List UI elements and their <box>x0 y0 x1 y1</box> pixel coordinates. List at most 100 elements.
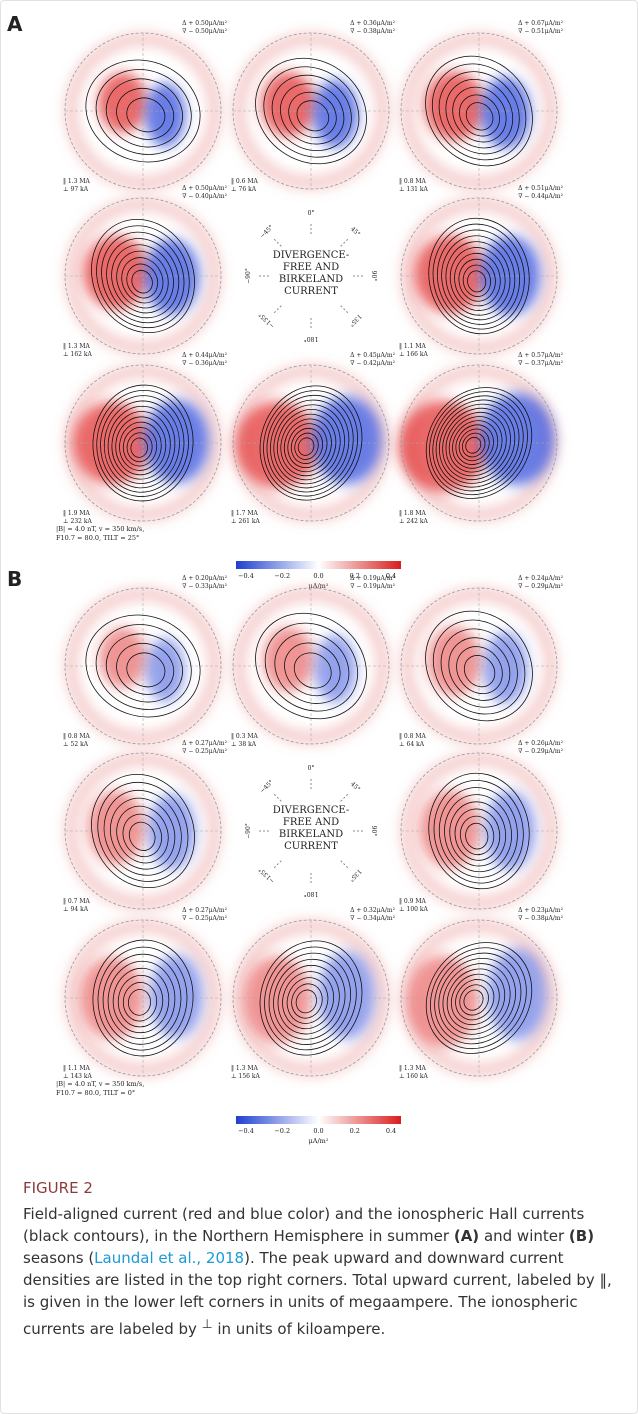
contour <box>119 421 162 471</box>
colorbar-tick: 0.2 <box>350 1127 360 1135</box>
contour <box>111 244 174 314</box>
contour <box>455 979 495 1021</box>
center-label: CURRENT <box>284 286 338 297</box>
contour <box>268 952 352 1045</box>
ionospheric-current: ⊥ 166 kA <box>399 351 429 358</box>
contour <box>96 389 189 497</box>
contour <box>116 88 175 140</box>
red-region <box>263 626 314 692</box>
polar-plot <box>400 197 558 355</box>
figure-label: FIGURE 2 <box>23 1179 93 1197</box>
contour <box>287 423 328 468</box>
parameters: F10.7 = 80.0, TILT = 0° <box>56 1089 135 1097</box>
contour <box>259 940 363 1056</box>
contour <box>459 815 495 856</box>
contour <box>288 91 337 138</box>
peak-up: Δ + 0.57μA/m² <box>518 352 563 359</box>
colorbar-tick: 0.2 <box>350 572 360 580</box>
angle-label: −90° <box>245 268 252 284</box>
parameters: |B| = 4.0 nT, v = 350 km/s, <box>56 525 144 533</box>
contour <box>448 637 511 701</box>
contour <box>455 424 494 465</box>
ionospheric-current: ⊥ 242 kA <box>399 518 429 525</box>
polar-plot <box>232 587 390 745</box>
contour <box>290 427 324 464</box>
angle-label: −90° <box>245 823 252 839</box>
polar-plot <box>64 197 222 355</box>
upward-current: ‖ 1.9 MA <box>63 510 91 517</box>
angle-tick <box>273 238 282 247</box>
angle-label: 180° <box>304 890 318 897</box>
contour <box>425 55 533 167</box>
peak-up: Δ + 0.27μA/m² <box>182 740 227 747</box>
contour <box>91 773 195 889</box>
red-region <box>98 72 148 133</box>
contour <box>296 100 330 132</box>
angle-tick <box>340 238 349 247</box>
red-region <box>399 400 488 493</box>
peak-down: ∇ − 0.25μA/m² <box>182 915 227 922</box>
colorbar-tick: 0.4 <box>386 572 396 580</box>
angle-label: 135° <box>348 313 363 328</box>
upward-current: ‖ 0.8 MA <box>63 733 91 740</box>
contour <box>95 69 192 155</box>
contour <box>122 982 158 1022</box>
contour <box>126 432 153 463</box>
polar-plot <box>64 919 222 1077</box>
center-label: DIVERGENCE- <box>273 250 350 261</box>
peak-down: ∇ − 0.51μA/m² <box>518 28 563 35</box>
red-region <box>83 235 150 310</box>
peak-up: Δ + 0.36μA/m² <box>350 20 395 27</box>
bold: (B) <box>568 1227 595 1245</box>
peak-down: ∇ − 0.50μA/m² <box>182 28 227 35</box>
contour <box>438 787 518 878</box>
contour <box>131 269 153 294</box>
contour <box>92 384 194 502</box>
blue-region <box>479 393 555 486</box>
contour <box>271 74 352 152</box>
contour <box>294 432 319 460</box>
contour <box>116 250 169 309</box>
ionospheric-current: ⊥ 76 kA <box>231 186 257 193</box>
contour <box>102 953 182 1045</box>
contour <box>96 225 190 329</box>
upward-current: ‖ 1.3 MA <box>231 1065 259 1072</box>
angle-label: 45° <box>349 781 361 793</box>
contour <box>263 390 359 497</box>
contour <box>291 983 323 1019</box>
ionospheric-current: ⊥ 97 kA <box>63 186 89 193</box>
contour <box>463 655 496 688</box>
contour <box>432 395 524 492</box>
contour <box>459 94 500 137</box>
colorbar-tick: −0.4 <box>238 1127 254 1135</box>
red-region <box>427 626 482 696</box>
upward-current: ‖ 0.8 MA <box>399 733 427 740</box>
contour <box>286 977 329 1024</box>
peak-down: ∇ − 0.33μA/m² <box>182 583 227 590</box>
angle-label: 180° <box>304 335 318 342</box>
peak-down: ∇ − 0.44μA/m² <box>518 193 563 200</box>
polar-plot <box>400 587 558 745</box>
angle-tick <box>340 793 349 802</box>
ionospheric-current: ⊥ 38 kA <box>231 741 257 748</box>
contour <box>97 781 189 882</box>
polar-plot <box>399 364 558 522</box>
polar-plot <box>64 752 222 910</box>
text: in units of kiloampere. <box>212 1320 386 1338</box>
blue-region <box>318 951 375 1040</box>
contour <box>105 78 183 148</box>
citation-link[interactable]: Laundal et al., 2018 <box>94 1249 245 1267</box>
contour <box>109 797 176 870</box>
angle-tick <box>340 860 349 869</box>
contour <box>283 418 332 473</box>
contour <box>448 416 503 473</box>
ionospheric-current: ⊥ 162 kA <box>63 351 93 358</box>
ionospheric-current: ⊥ 160 kA <box>399 1073 429 1080</box>
upward-current: ‖ 1.1 MA <box>399 343 427 350</box>
angle-label: 0° <box>308 765 315 772</box>
contour <box>276 409 341 481</box>
contour <box>122 427 158 467</box>
symbol: ⊥ <box>201 1316 213 1331</box>
ionospheric-current: ⊥ 64 kA <box>399 741 425 748</box>
